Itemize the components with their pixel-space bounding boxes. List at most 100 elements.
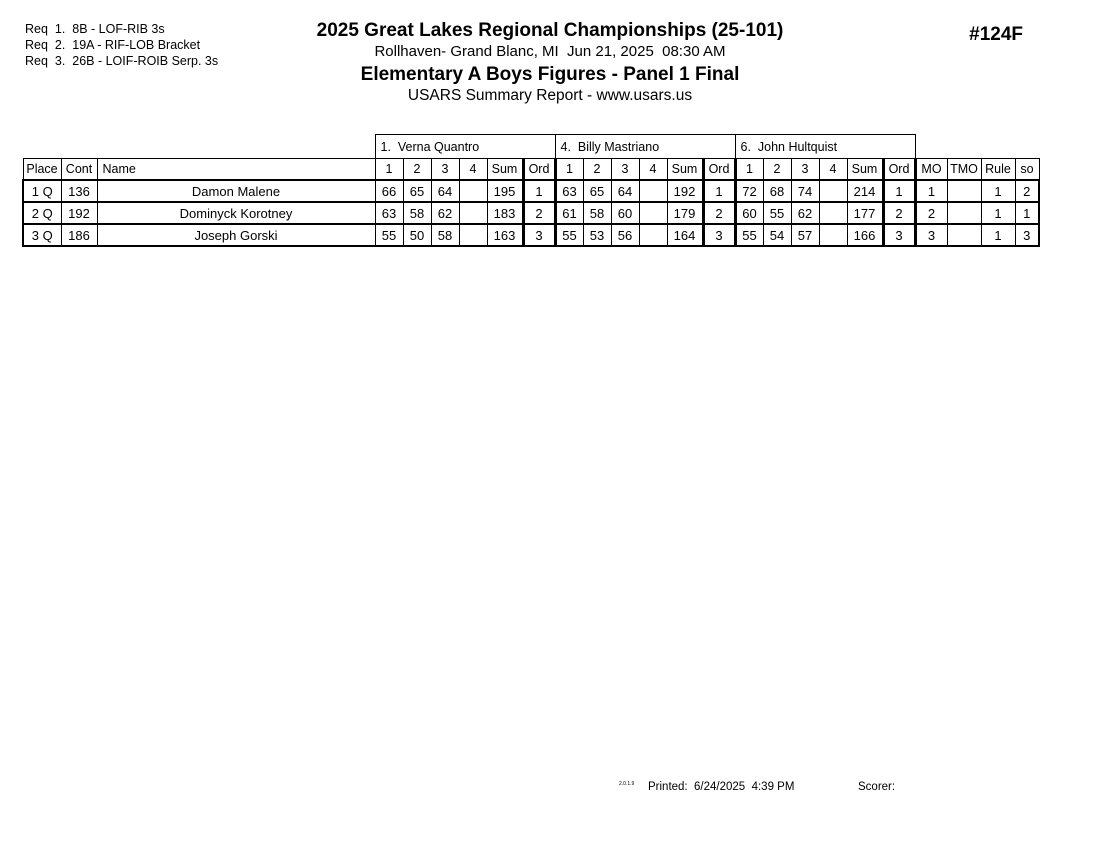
sum-cell: 163 [486, 223, 524, 247]
score-cell: 64 [430, 179, 460, 203]
skater-name-cell: Dominyck Korotney [96, 201, 376, 225]
column-header-row: Place Cont Name 1 2 3 4 Sum Ord 1 2 3 4 … [22, 158, 1040, 181]
result-row-3: 3 Q 186 Joseph Gorski 55 50 58 163 3 55 … [22, 223, 1040, 247]
judge-header-3: 6. John Hultquist [734, 134, 916, 159]
col-place: Place [22, 158, 62, 181]
sum-cell: 166 [846, 223, 884, 247]
col-j1-s4: 4 [458, 158, 488, 181]
col-tmo: TMO [946, 158, 982, 181]
sum-cell: 192 [666, 179, 704, 203]
ordinal-cell: 3 [701, 223, 737, 247]
col-j3-s1: 1 [734, 158, 764, 181]
ordinal-cell: 2 [881, 201, 917, 225]
score-cell [638, 179, 668, 203]
score-cell: 56 [610, 223, 640, 247]
judge-header-2: 4. Billy Mastriano [554, 134, 736, 159]
score-cell: 61 [554, 201, 584, 225]
rule-cell: 1 [980, 179, 1016, 203]
software-version-text: 2.0.1.9 [619, 781, 635, 787]
judge-header-1: 1. Verna Quantro [374, 134, 556, 159]
col-j3-s2: 2 [762, 158, 792, 181]
col-j2-s3: 3 [610, 158, 640, 181]
results-table: 1. Verna Quantro 4. Billy Mastriano 6. J… [22, 134, 1040, 247]
requirement-line-3: Req 3. 26B - LOIF-ROIB Serp. 3s [25, 54, 219, 68]
score-cell: 65 [582, 179, 612, 203]
score-cell [818, 223, 848, 247]
skater-name-cell: Damon Malene [96, 179, 376, 203]
score-cell: 63 [374, 201, 404, 225]
so-cell: 3 [1014, 223, 1040, 247]
score-cell: 58 [402, 201, 432, 225]
judge-header-spacer-right [915, 135, 1039, 159]
score-cell: 63 [554, 179, 584, 203]
col-j2-ord: Ord [701, 158, 737, 181]
col-j3-sum: Sum [846, 158, 884, 181]
ordinal-cell: 1 [701, 179, 737, 203]
score-cell: 58 [582, 201, 612, 225]
col-j2-sum: Sum [666, 158, 704, 181]
requirement-line-1: Req 1. 8B - LOF-RIB 3s [25, 22, 165, 36]
score-cell: 62 [430, 201, 460, 225]
sum-cell: 164 [666, 223, 704, 247]
col-j1-s3: 3 [430, 158, 460, 181]
sum-cell: 179 [666, 201, 704, 225]
venue-date-line: Rollhaven- Grand Blanc, MI Jun 21, 2025 … [374, 43, 726, 60]
score-cell [458, 179, 488, 203]
score-cell [638, 223, 668, 247]
score-cell: 55 [762, 201, 792, 225]
sum-cell: 177 [846, 201, 884, 225]
tmo-cell [946, 179, 982, 203]
col-j1-s2: 2 [402, 158, 432, 181]
score-cell: 53 [582, 223, 612, 247]
score-cell [458, 223, 488, 247]
col-j1-s1: 1 [374, 158, 404, 181]
score-cell [818, 201, 848, 225]
printed-timestamp: Printed: 6/24/2025 4:39 PM [648, 781, 794, 793]
rule-cell: 1 [980, 201, 1016, 225]
report-number: #124F [969, 24, 1023, 45]
col-cont: Cont [60, 158, 98, 181]
score-cell: 54 [762, 223, 792, 247]
col-j1-ord: Ord [521, 158, 557, 181]
score-cell [818, 179, 848, 203]
majority-cell: 2 [914, 201, 948, 225]
score-cell: 65 [402, 179, 432, 203]
score-cell: 57 [790, 223, 820, 247]
ordinal-cell: 3 [881, 223, 917, 247]
score-cell: 55 [734, 223, 764, 247]
score-cell: 50 [402, 223, 432, 247]
judge-header-row: 1. Verna Quantro 4. Billy Mastriano 6. J… [23, 134, 1039, 159]
col-mo: MO [914, 158, 948, 181]
judge-header-spacer-left [23, 135, 375, 159]
rule-cell: 1 [980, 223, 1016, 247]
ordinal-cell: 2 [701, 201, 737, 225]
majority-cell: 3 [914, 223, 948, 247]
score-cell: 58 [430, 223, 460, 247]
ordinal-cell: 3 [521, 223, 557, 247]
score-cell: 66 [374, 179, 404, 203]
so-cell: 2 [1014, 179, 1040, 203]
requirements-list: Req 1. 8B - LOF-RIB 3s Req 2. 19A - RIF-… [25, 21, 218, 69]
score-cell: 62 [790, 201, 820, 225]
scorer-label: Scorer: [858, 781, 896, 793]
report-type-line: USARS Summary Report - www.usars.us [407, 87, 693, 104]
score-cell [458, 201, 488, 225]
sum-cell: 183 [486, 201, 524, 225]
result-row-1: 1 Q 136 Damon Malene 66 65 64 195 1 63 6… [22, 179, 1040, 203]
score-cell: 60 [610, 201, 640, 225]
tmo-cell [946, 223, 982, 247]
col-j3-s3: 3 [790, 158, 820, 181]
sum-cell: 214 [846, 179, 884, 203]
col-j3-ord: Ord [881, 158, 917, 181]
place-cell: 3 Q [22, 223, 62, 247]
ordinal-cell: 2 [521, 201, 557, 225]
score-cell: 68 [762, 179, 792, 203]
col-j2-s1: 1 [554, 158, 584, 181]
score-cell: 60 [734, 201, 764, 225]
result-row-2: 2 Q 192 Dominyck Korotney 63 58 62 183 2… [22, 201, 1040, 225]
place-cell: 2 Q [22, 201, 62, 225]
event-title: Elementary A Boys Figures - Panel 1 Fina… [360, 64, 740, 85]
col-j3-s4: 4 [818, 158, 848, 181]
col-so: so [1014, 158, 1040, 181]
score-cell: 64 [610, 179, 640, 203]
